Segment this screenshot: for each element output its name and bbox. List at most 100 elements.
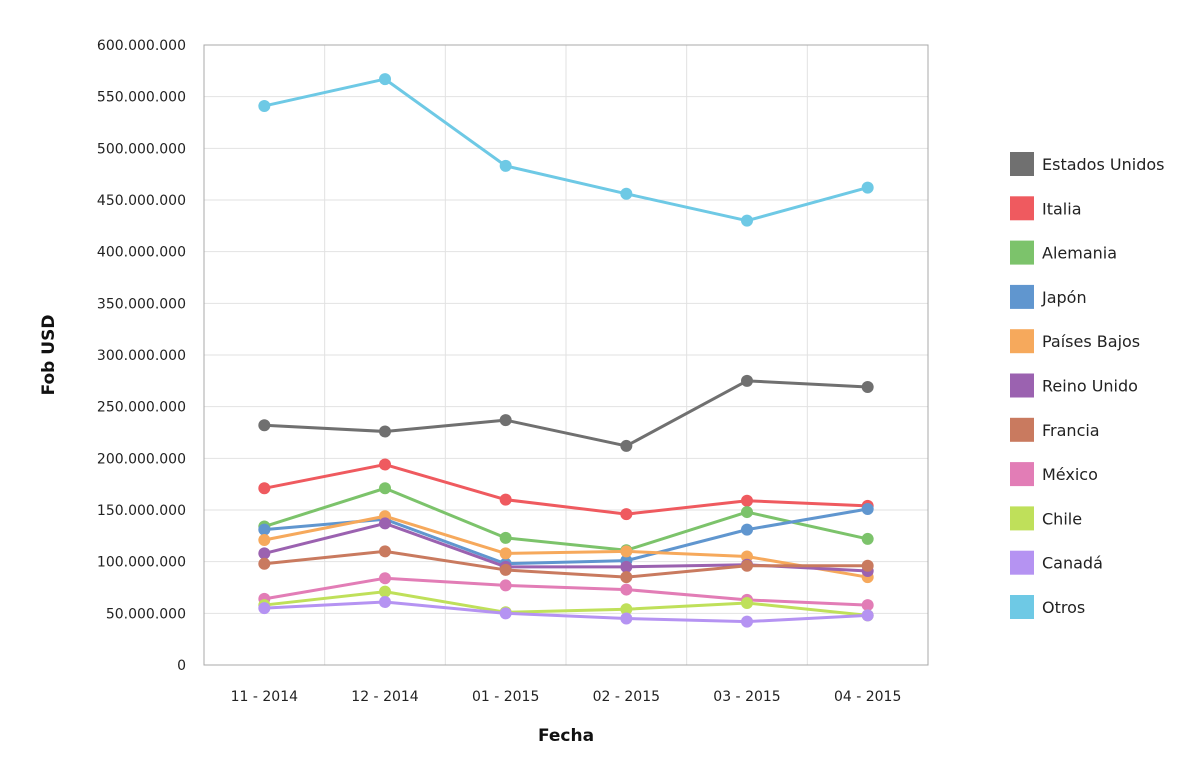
- axis-ticks-layer: 0 50.000.000 100.000.000 150.000.000 200.000…: [97, 38, 901, 705]
- data-point[interactable]: [741, 559, 753, 572]
- data-point[interactable]: [379, 458, 391, 471]
- legend-item[interactable]: Canadá: [1010, 550, 1103, 575]
- plot-frame: [203, 44, 929, 666]
- legend-item[interactable]: Japón: [1010, 284, 1087, 309]
- legend-item[interactable]: México: [1010, 462, 1098, 487]
- y-tick-label: 100.000.000: [97, 555, 186, 571]
- series-0: [258, 374, 874, 452]
- series-9: [258, 595, 874, 628]
- legend-item[interactable]: Italia: [1010, 196, 1082, 221]
- legend-label: México: [1042, 465, 1098, 484]
- data-point[interactable]: [861, 502, 874, 515]
- legend-label: Francia: [1042, 421, 1100, 440]
- data-point[interactable]: [620, 603, 633, 616]
- legend-item[interactable]: Estados Unidos: [1010, 152, 1164, 176]
- series-line: [264, 549, 868, 579]
- data-point[interactable]: [741, 597, 753, 609]
- legend-swatch: [1010, 550, 1034, 575]
- data-point[interactable]: [258, 99, 271, 112]
- data-point[interactable]: [861, 532, 874, 545]
- series-line: [264, 576, 868, 607]
- legend-item[interactable]: Chile: [1010, 506, 1082, 531]
- series-line: [264, 590, 868, 617]
- y-tick-label: 600.000.000: [97, 38, 186, 54]
- y-tick-label: 0: [177, 658, 186, 674]
- data-point[interactable]: [258, 547, 271, 560]
- legend-label: Japón: [1041, 288, 1087, 307]
- legend-label: Reino Unido: [1042, 377, 1138, 396]
- data-point[interactable]: [379, 425, 391, 438]
- legend-swatch: [1010, 284, 1034, 309]
- data-point[interactable]: [258, 419, 271, 432]
- x-tick-label: 03 - 2015: [713, 689, 780, 705]
- data-point[interactable]: [741, 523, 753, 536]
- legend-swatch: [1010, 462, 1034, 487]
- legend-swatch: [1010, 196, 1034, 221]
- data-point[interactable]: [499, 531, 512, 544]
- data-point[interactable]: [620, 545, 633, 558]
- data-point[interactable]: [258, 523, 271, 536]
- y-tick-label: 550.000.000: [97, 90, 186, 106]
- data-point[interactable]: [741, 615, 753, 628]
- series-line: [264, 600, 868, 624]
- y-tick-label: 400.000.000: [97, 245, 186, 261]
- data-point[interactable]: [379, 545, 391, 558]
- data-point[interactable]: [861, 181, 874, 194]
- data-point[interactable]: [620, 612, 633, 625]
- data-point[interactable]: [499, 579, 512, 592]
- data-point[interactable]: [861, 381, 874, 394]
- data-point[interactable]: [620, 571, 633, 584]
- data-point[interactable]: [258, 557, 271, 570]
- data-point[interactable]: [258, 482, 271, 495]
- data-point[interactable]: [258, 533, 271, 546]
- legend-label: Países Bajos: [1042, 332, 1140, 351]
- legend-label: Estados Unidos: [1042, 155, 1164, 174]
- data-point[interactable]: [620, 560, 633, 573]
- data-point[interactable]: [620, 187, 633, 200]
- legend-item[interactable]: Países Bajos: [1010, 329, 1140, 354]
- data-point[interactable]: [861, 599, 874, 612]
- legend-label: Alemania: [1042, 244, 1117, 263]
- data-point[interactable]: [379, 595, 391, 608]
- data-point[interactable]: [620, 508, 633, 521]
- data-point[interactable]: [499, 414, 512, 427]
- data-point[interactable]: [258, 602, 271, 615]
- data-point[interactable]: [379, 585, 391, 598]
- data-point[interactable]: [741, 506, 753, 519]
- legend-swatch: [1010, 417, 1034, 442]
- data-point[interactable]: [499, 563, 512, 576]
- data-point[interactable]: [620, 439, 633, 452]
- legend-item[interactable]: Alemania: [1010, 240, 1117, 265]
- y-tick-label: 150.000.000: [97, 503, 186, 519]
- data-point[interactable]: [379, 572, 391, 585]
- data-point[interactable]: [741, 550, 753, 563]
- legend-item[interactable]: Francia: [1010, 417, 1100, 442]
- legend-item[interactable]: Otros: [1010, 595, 1085, 619]
- data-point[interactable]: [499, 493, 512, 506]
- y-tick-label: 450.000.000: [97, 193, 186, 209]
- legend-label: Otros: [1042, 598, 1085, 617]
- data-point[interactable]: [499, 547, 512, 560]
- series-line: [264, 77, 869, 223]
- data-point[interactable]: [741, 494, 753, 507]
- data-point[interactable]: [499, 607, 512, 620]
- series-line: [263, 486, 868, 552]
- data-point[interactable]: [499, 159, 512, 172]
- x-axis-title: Fecha: [538, 726, 594, 746]
- data-point[interactable]: [379, 482, 391, 495]
- y-axis-title: Fob USD: [39, 315, 59, 396]
- x-tick-label: 01 - 2015: [472, 689, 539, 705]
- y-tick-label: 250.000.000: [97, 400, 186, 416]
- data-point[interactable]: [741, 374, 753, 387]
- data-point[interactable]: [620, 583, 633, 596]
- x-tick-label: 11 - 2014: [231, 689, 298, 705]
- data-point[interactable]: [379, 517, 391, 530]
- legend-swatch: [1010, 595, 1034, 619]
- data-point[interactable]: [741, 214, 753, 227]
- data-point[interactable]: [379, 73, 391, 86]
- data-point[interactable]: [861, 609, 874, 622]
- legend-item[interactable]: Reino Unido: [1010, 373, 1138, 398]
- data-point[interactable]: [861, 559, 874, 572]
